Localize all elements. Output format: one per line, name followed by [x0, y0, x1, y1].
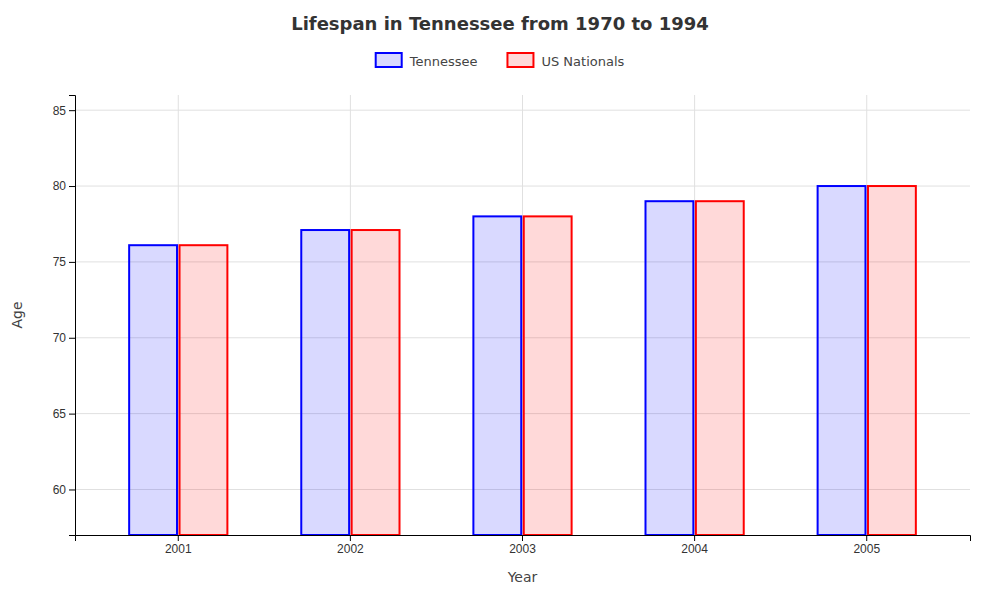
x-tick: 2001	[165, 535, 192, 556]
legend-label: Tennessee	[409, 54, 478, 69]
x-axis-line	[76, 536, 971, 542]
legend-swatch	[376, 53, 402, 67]
y-tick-label: 75	[53, 255, 67, 269]
legend-swatch	[507, 53, 533, 67]
x-tick: 2002	[337, 535, 364, 556]
y-tick: 70	[53, 331, 75, 345]
y-tick: 85	[53, 104, 75, 118]
x-axis-title: Year	[507, 569, 538, 585]
legend: Tennessee US Nationals	[376, 53, 625, 69]
y-tick: 80	[53, 179, 75, 193]
x-tick-label: 2003	[509, 542, 536, 556]
bar	[473, 216, 521, 535]
y-axis-title: Age	[9, 301, 25, 328]
grid	[75, 95, 970, 535]
bar	[352, 230, 400, 535]
y-axis-line	[69, 96, 76, 536]
y-tick: 65	[53, 407, 75, 421]
x-tick-mark	[522, 535, 523, 541]
x-tick-mark	[178, 535, 179, 541]
y-tick-mark	[69, 414, 75, 415]
bar	[645, 201, 693, 535]
bar	[129, 245, 177, 535]
x-tick-label: 2005	[853, 542, 880, 556]
x-tick-mark	[866, 535, 867, 541]
legend-item: US Nationals	[507, 53, 624, 69]
x-axis: 2001 2002 2003 2004 2005	[76, 535, 971, 556]
x-tick: 2003	[509, 535, 536, 556]
y-tick-label: 60	[53, 483, 67, 497]
bar	[868, 186, 916, 535]
bars	[129, 186, 916, 535]
y-tick-mark	[69, 110, 75, 111]
y-tick-mark	[69, 489, 75, 490]
bar	[180, 245, 228, 535]
title: Lifespan in Tennessee from 1970 to 1994	[291, 13, 709, 34]
y-tick: 75	[53, 255, 75, 269]
x-tick-label: 2001	[165, 542, 192, 556]
x-tick: 2005	[853, 535, 880, 556]
bar	[301, 230, 349, 535]
y-tick: 60	[53, 483, 75, 497]
bar	[524, 216, 572, 535]
x-tick-label: 2002	[337, 542, 364, 556]
y-tick-label: 65	[53, 407, 67, 421]
y-axis: 60 65 70 75 80 85	[53, 96, 76, 536]
y-tick-mark	[69, 338, 75, 339]
y-tick-label: 80	[53, 179, 67, 193]
bar	[818, 186, 866, 535]
x-tick-mark	[694, 535, 695, 541]
y-tick-mark	[69, 262, 75, 263]
bar-series	[180, 186, 916, 535]
plot-area: 2001 2002 2003 2004 2005 60 65 70 75 80 85	[53, 95, 971, 556]
bar	[696, 201, 744, 535]
y-tick-label: 70	[53, 331, 67, 345]
legend-label: US Nationals	[541, 54, 624, 69]
legend-item: Tennessee	[376, 53, 478, 69]
chart: 2001 2002 2003 2004 2005 60 65 70 75 80 85 Lifespan…	[0, 0, 1000, 600]
x-tick-mark	[350, 535, 351, 541]
y-tick-mark	[69, 186, 75, 187]
y-tick-label: 85	[53, 104, 67, 118]
x-tick: 2004	[681, 535, 708, 556]
x-tick-label: 2004	[681, 542, 708, 556]
bar-series	[129, 186, 865, 535]
